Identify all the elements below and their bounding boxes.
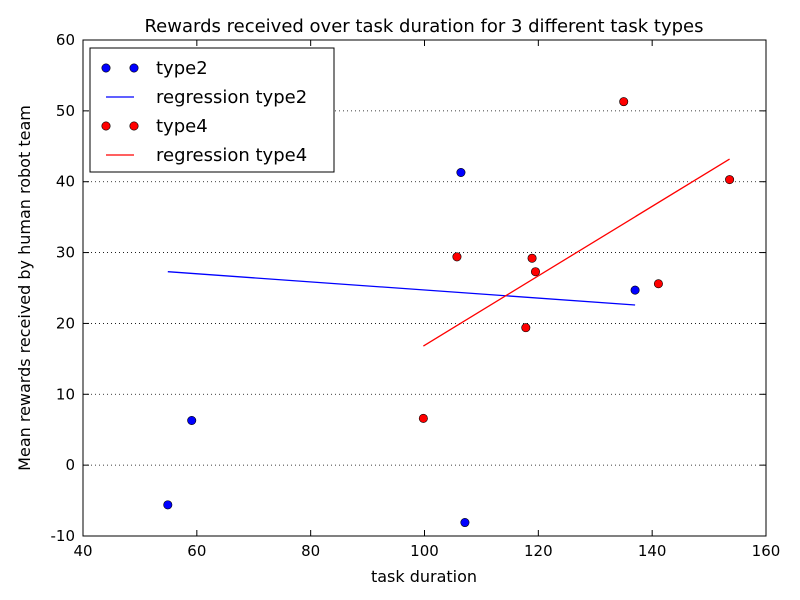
- type2-point: [456, 168, 466, 178]
- legend-label-regression-type2: regression type2: [156, 87, 307, 108]
- legend-label-regression-type4: regression type4: [156, 145, 307, 166]
- type2-point: [630, 285, 640, 295]
- y-tick-label: 60: [56, 31, 75, 49]
- y-axis-label: Mean rewards received by human robot tea…: [15, 105, 34, 471]
- x-tick-label: 100: [410, 542, 439, 560]
- type4-point: [452, 252, 462, 262]
- regression-type4-line: [423, 158, 730, 347]
- axis-ticks: -10 0 10 20 30 40 50 60 40 60 80 100 120 140 160: [51, 31, 781, 560]
- x-tick-label: 60: [187, 542, 206, 560]
- y-tick-label: 20: [56, 314, 75, 332]
- y-tick-label: 50: [56, 102, 75, 120]
- type2-point: [187, 416, 197, 426]
- y-tick-label: 40: [56, 173, 75, 191]
- plot-series: [163, 97, 735, 528]
- x-tick-label: 120: [524, 542, 553, 560]
- legend-label-type2: type2: [156, 58, 208, 79]
- type4-point: [521, 323, 531, 333]
- legend-swatch-type2: [101, 63, 111, 73]
- legend-swatch-type4: [101, 121, 111, 131]
- type4-point: [619, 97, 629, 107]
- y-tick-label: -10: [51, 527, 76, 545]
- x-tick-label: 80: [301, 542, 320, 560]
- type4-point: [653, 279, 663, 289]
- type4-point: [527, 253, 537, 263]
- x-tick-label: 160: [752, 542, 781, 560]
- type4-point: [418, 413, 428, 423]
- type2-point: [460, 518, 470, 528]
- legend-label-type4: type4: [156, 116, 208, 137]
- type4-point: [725, 175, 735, 185]
- y-tick-label: 0: [65, 456, 75, 474]
- legend-swatch-type4: [129, 121, 139, 131]
- type4-point: [530, 267, 540, 277]
- legend: type2 regression type2 type4 regression typ…: [89, 47, 335, 173]
- legend-swatch-type2: [129, 63, 139, 73]
- x-tick-label: 40: [73, 542, 92, 560]
- y-tick-label: 10: [56, 385, 75, 403]
- x-tick-label: 140: [638, 542, 667, 560]
- y-tick-label: 30: [56, 244, 75, 262]
- chart-title: Rewards received over task duration for …: [144, 16, 703, 37]
- x-axis-label: task duration: [371, 567, 477, 586]
- type2-point: [163, 500, 173, 510]
- regression-type2-line: [167, 271, 636, 306]
